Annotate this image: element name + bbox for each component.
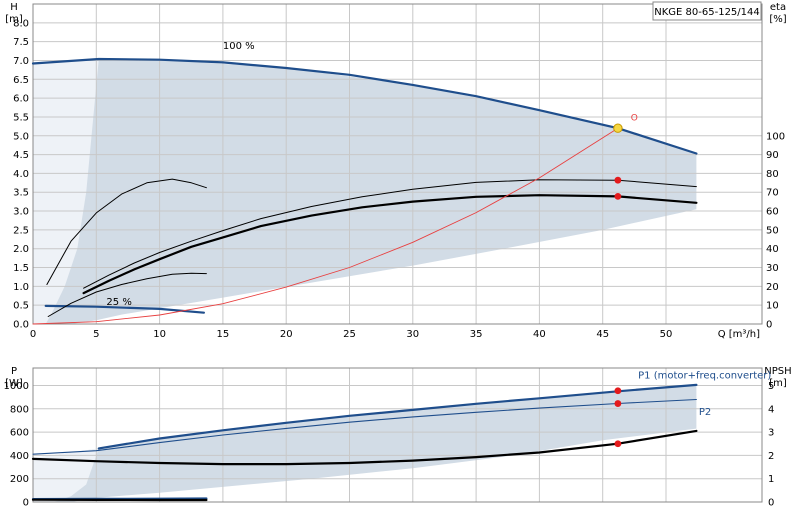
upper-y-tick-label: 2.5	[13, 225, 29, 236]
eta-tick-label: 40	[766, 244, 779, 255]
lower-y-tick-label: 400	[10, 451, 29, 462]
upper-y-tick-label: 1.0	[13, 282, 29, 293]
eta-tick-label: 20	[766, 282, 779, 293]
x-tick-label: 0	[30, 329, 36, 340]
x-tick-label: 20	[280, 329, 293, 340]
upper-right-axis-label: eta	[770, 2, 786, 13]
lower-y-tick-label: 0	[23, 498, 29, 509]
lower-duty-point-marker	[614, 387, 621, 394]
npsh-tick-label: 5	[768, 381, 774, 392]
eta-tick-label: 60	[766, 207, 779, 218]
lower-duty-point-marker	[614, 400, 621, 407]
lower-annotation: P1 (motor+freq.converter)	[638, 370, 771, 381]
npsh-tick-label: 2	[768, 451, 774, 462]
upper-y-tick-label: 7.5	[13, 37, 29, 48]
eta-tick-label: 70	[766, 188, 779, 199]
upper-y-tick-label: 0.0	[13, 320, 29, 331]
x-tick-label: 5	[93, 329, 99, 340]
upper-annotation: 100 %	[223, 41, 255, 52]
upper-annotation: O	[631, 114, 638, 124]
eta-tick-label: 30	[766, 263, 779, 274]
upper-duty-point-marker	[614, 193, 621, 200]
x-tick-label: 25	[343, 329, 356, 340]
upper-y-tick-label: 3.0	[13, 207, 29, 218]
lower-annotation: P2	[699, 407, 711, 418]
lower-duty-point-marker	[614, 440, 621, 447]
upper-y-axis-label: H	[10, 2, 18, 13]
eta-tick-label: 0	[766, 320, 772, 331]
upper-right-axis-unit: [%]	[769, 14, 786, 25]
x-axis-label: Q [m³/h]	[718, 329, 760, 340]
upper-y-tick-label: 6.5	[13, 75, 29, 86]
lower-y-axis-unit: [W]	[5, 378, 23, 389]
eta-tick-label: 90	[766, 150, 779, 161]
npsh-tick-label: 0	[768, 498, 774, 509]
pump-title-text: NKGE 80-65-125/144	[654, 7, 760, 18]
upper-y-tick-label: 6.0	[13, 94, 29, 105]
upper-y-axis-unit: [m]	[5, 14, 23, 25]
eta-tick-label: 50	[766, 225, 779, 236]
upper-y-tick-label: 5.5	[13, 112, 29, 123]
x-tick-label: 35	[470, 329, 483, 340]
upper-y-tick-label: 7.0	[13, 56, 29, 67]
upper-y-tick-label: 1.5	[13, 263, 29, 274]
x-tick-label: 15	[217, 329, 230, 340]
eta-tick-label: 80	[766, 169, 779, 180]
lower-y-tick-label: 800	[10, 404, 29, 415]
upper-y-tick-label: 2.0	[13, 244, 29, 255]
upper-operating-envelope	[33, 59, 696, 324]
upper-y-tick-label: 4.0	[13, 169, 29, 180]
x-tick-label: 50	[660, 329, 673, 340]
upper-annotation: 25 %	[106, 297, 131, 308]
x-tick-label: 30	[406, 329, 419, 340]
upper-y-tick-label: 4.5	[13, 150, 29, 161]
lower-y-tick-label: 200	[10, 474, 29, 485]
upper-y-tick-label: 0.5	[13, 301, 29, 312]
lower-y-tick-label: 600	[10, 428, 29, 439]
npsh-tick-label: 4	[768, 404, 774, 415]
upper-y-tick-label: 3.5	[13, 188, 29, 199]
eta-tick-label: 100	[766, 131, 785, 142]
npsh-tick-label: 3	[768, 428, 774, 439]
upper-y-tick-label: 5.0	[13, 131, 29, 142]
x-tick-label: 10	[153, 329, 166, 340]
lower-y-axis-label: P	[11, 366, 17, 377]
upper-duty-point-marker	[614, 124, 622, 132]
eta-tick-label: 10	[766, 301, 779, 312]
upper-duty-point-marker	[614, 177, 621, 184]
x-tick-label: 45	[596, 329, 609, 340]
x-tick-label: 40	[533, 329, 546, 340]
npsh-tick-label: 1	[768, 474, 774, 485]
